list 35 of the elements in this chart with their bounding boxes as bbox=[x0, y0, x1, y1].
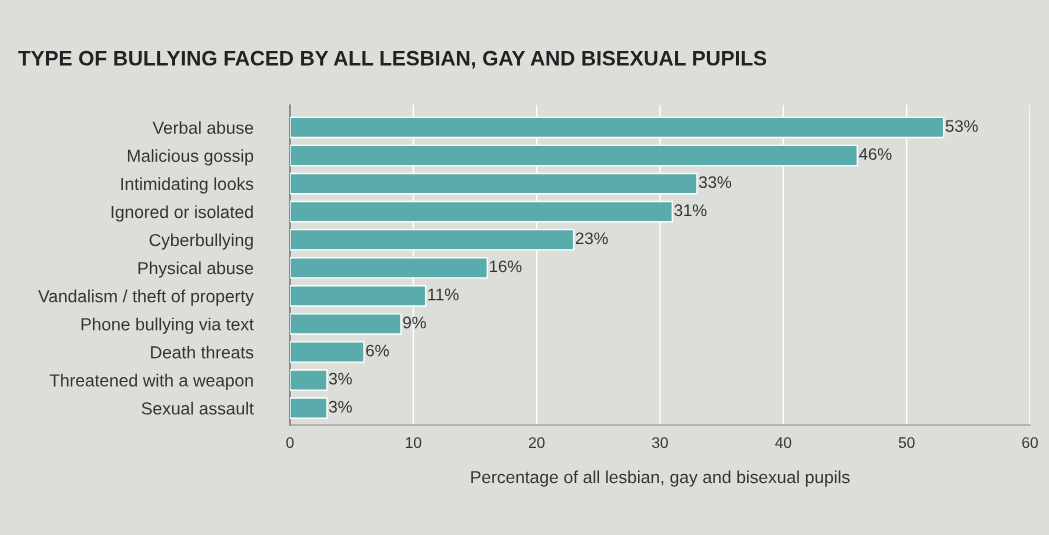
chart-title: TYPE OF BULLYING FACED BY ALL LESBIAN, GAY AND BISEXUAL PUPILS bbox=[18, 50, 767, 69]
x-tick-label: 50 bbox=[898, 437, 915, 449]
data-label: 23% bbox=[575, 232, 608, 245]
y-tick-label: Phone bullying via text bbox=[81, 317, 254, 334]
data-label: 46% bbox=[859, 148, 892, 160]
data-label: 6% bbox=[366, 344, 389, 357]
data-label: 53% bbox=[945, 120, 978, 132]
x-tick-label: 60 bbox=[1022, 437, 1038, 449]
data-label: 16% bbox=[489, 260, 522, 273]
y-tick-label: Malicious gossip bbox=[127, 149, 254, 166]
bar bbox=[290, 369, 328, 391]
x-tick-label: 10 bbox=[406, 437, 422, 449]
y-tick-label: Verbal abuse bbox=[152, 121, 254, 134]
y-tick-label: Intimidating looks bbox=[121, 177, 254, 194]
data-label: 31% bbox=[674, 204, 707, 217]
x-axis-title: Percentage of all lesbian, gay and bisexual pupils bbox=[471, 470, 850, 487]
bar bbox=[290, 313, 402, 335]
x-tick-label: 30 bbox=[652, 437, 668, 449]
data-label: 33% bbox=[699, 176, 732, 189]
data-label: 11% bbox=[428, 288, 459, 301]
x-tick-label: 20 bbox=[528, 437, 545, 449]
y-tick-label: Ignored or isolated bbox=[111, 205, 253, 222]
x-tick-label: 40 bbox=[775, 437, 792, 449]
y-tick-label: Vandalism / theft of property bbox=[38, 289, 254, 306]
y-tick-label: Physical abuse bbox=[138, 261, 254, 278]
bar bbox=[290, 341, 365, 363]
bar bbox=[290, 397, 328, 419]
y-tick-label: Cyberbullying bbox=[149, 233, 253, 250]
data-label: 3% bbox=[329, 372, 352, 385]
y-tick-label: Threatened with a weapon bbox=[49, 373, 253, 390]
data-label: 9% bbox=[403, 316, 426, 329]
x-tick-label: 0 bbox=[286, 437, 294, 449]
data-label: 3% bbox=[329, 400, 352, 413]
y-tick-label: Death threats bbox=[151, 345, 254, 359]
y-tick-label: Sexual assault bbox=[141, 401, 254, 415]
